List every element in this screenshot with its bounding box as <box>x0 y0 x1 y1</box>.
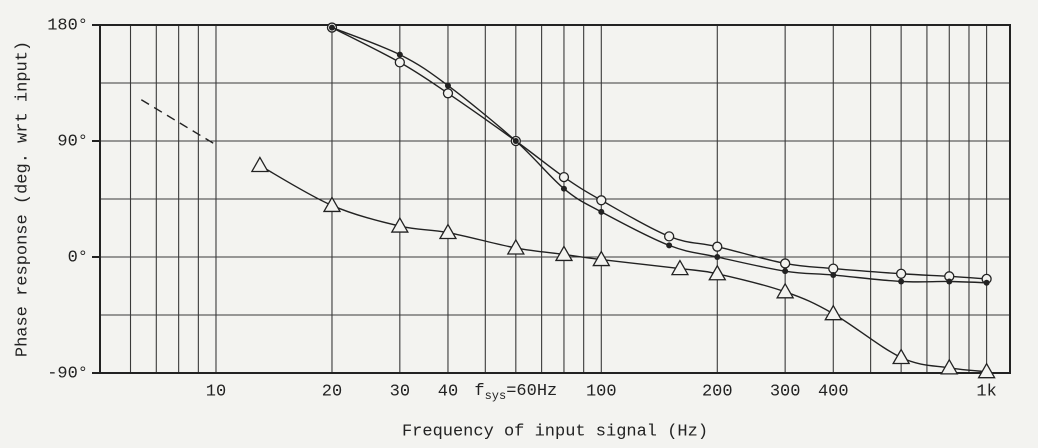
x-tick-label: 300 <box>770 382 801 401</box>
data-point <box>892 348 911 365</box>
x-tick-label: 30 <box>390 382 410 401</box>
x-tick-label: 200 <box>702 382 733 401</box>
annotation-part: f <box>474 382 484 401</box>
data-point <box>506 238 525 255</box>
data-point <box>830 272 837 279</box>
data-point <box>712 241 723 252</box>
y-tick-label: 0° <box>68 248 88 267</box>
data-point <box>558 171 570 183</box>
data-point <box>512 138 519 144</box>
data-point <box>560 185 567 192</box>
data-point <box>977 362 996 379</box>
data-point <box>782 268 789 275</box>
data-point <box>898 278 905 285</box>
data-point <box>708 264 727 281</box>
data-point <box>444 82 451 89</box>
data-point <box>390 216 409 233</box>
x-tick-label: 10 <box>206 382 226 401</box>
data-point <box>322 196 342 213</box>
data-point <box>596 195 607 206</box>
data-point <box>396 51 403 58</box>
data-point <box>779 258 791 269</box>
data-point <box>554 245 574 262</box>
data-point <box>394 57 405 68</box>
data-point <box>946 278 953 285</box>
annotation-part: =60Hz <box>506 382 557 401</box>
annotation-part: sys <box>485 389 507 403</box>
data-point <box>776 282 795 299</box>
data-point <box>940 358 959 375</box>
data-point <box>983 279 990 286</box>
x-tick-label: 20 <box>322 382 342 401</box>
y-tick-label: 90° <box>57 132 88 151</box>
x-tick-label: 40 <box>438 382 458 401</box>
plot-frame <box>99 24 1011 374</box>
data-point <box>598 208 605 215</box>
data-point <box>666 242 673 249</box>
x-tick-label: 400 <box>818 382 849 401</box>
x-axis-label: Frequency of input signal (Hz) <box>402 422 708 441</box>
data-point <box>442 88 454 99</box>
data-point <box>828 263 839 274</box>
data-point <box>895 268 907 279</box>
data-point <box>592 250 611 267</box>
y-tick-label: -90° <box>47 364 88 383</box>
data-point <box>250 156 270 173</box>
data-point <box>664 231 675 242</box>
data-point <box>670 259 690 276</box>
x-tick-label: 100 <box>586 382 617 401</box>
data-point <box>824 304 843 321</box>
y-tick-label: 180° <box>47 16 88 35</box>
data-point <box>438 223 458 240</box>
data-point <box>328 24 335 31</box>
data-point <box>714 254 721 260</box>
y-axis-label: Phase response (deg. wrt input) <box>13 41 32 357</box>
x-tick-label: 1k <box>976 382 996 401</box>
annotation: fsys=60Hz <box>474 382 557 403</box>
